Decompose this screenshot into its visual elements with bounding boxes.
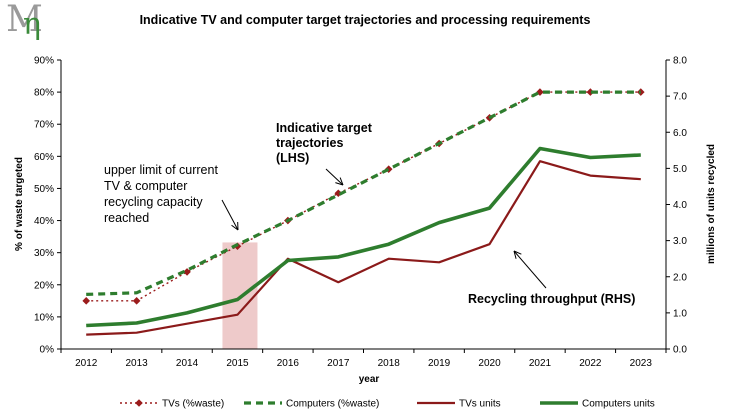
data-point-tvs-waste (183, 268, 191, 276)
x-tick-label: 2018 (378, 358, 401, 369)
annotation-capacity-arrow (221, 199, 239, 231)
y-tick-label: 0% (40, 345, 55, 356)
y-tick-label: 80% (34, 88, 54, 99)
data-point-tvs-waste (82, 297, 91, 305)
annotation-capacity: upper limit of current TV & computer recyc… (104, 163, 218, 225)
annotation-trajectories-arrow-head (335, 177, 344, 186)
legend-label-computers-waste: Computers (%waste) (286, 399, 379, 410)
y2-tick-label: 2.0 (673, 272, 687, 283)
y-tick-label: 10% (34, 312, 54, 323)
data-point-tvs-waste (586, 88, 595, 96)
annotation-trajectories: Indicative target trajectories (LHS) (276, 121, 373, 165)
annotation-throughput: Recycling throughput (RHS) (468, 292, 635, 306)
annotation-line: trajectories (276, 136, 343, 150)
series-layer (82, 88, 645, 336)
axes-layer: 0% 10% 20% 30% 40% 50% 60% 70% 80% 90% 0.0 1.0 2.0 3.… (34, 56, 687, 370)
annotations-layer: upper limit of current TV & computer recyc… (104, 121, 635, 306)
series-line-computers-waste (86, 90, 641, 296)
y2-axis-label: millions of units recycled (706, 144, 717, 264)
y-tick-label: 30% (34, 248, 54, 259)
x-tick-label: 2022 (579, 358, 602, 369)
x-tick-label: 2021 (529, 358, 552, 369)
data-point-tvs-waste (334, 189, 343, 198)
y-tick-label: 60% (34, 152, 54, 163)
y2-tick-label: 7.0 (673, 92, 687, 103)
logo-eta-glyph: η (23, 7, 41, 42)
y2-tick-label: 4.0 (673, 200, 687, 211)
x-tick-label: 2013 (126, 358, 149, 369)
data-point-tvs-waste (132, 297, 141, 305)
legend-marker-tvs-waste (135, 399, 143, 407)
logo-m-glyph: M (6, 0, 43, 40)
y2-tick-label: 3.0 (673, 236, 687, 247)
legend-label-tvs-waste: TVs (%waste) (162, 399, 224, 410)
annotation-line: upper limit of current (104, 163, 218, 177)
y-tick-label: 20% (34, 280, 54, 291)
x-tick-label: 2019 (428, 358, 451, 369)
annotation-line: reached (104, 211, 149, 225)
annotation-line: Recycling throughput (RHS) (468, 292, 635, 306)
logo: M η (6, 0, 44, 44)
x-tick-label: 2012 (75, 358, 98, 369)
y2-tick-label: 8.0 (673, 56, 687, 67)
x-tick-label: 2015 (226, 358, 249, 369)
y-axis-label: % of waste targeted (14, 157, 25, 251)
annotation-throughput-arrow (513, 250, 547, 289)
legend-label-tvs-units: TVs units (459, 399, 501, 410)
series-line-computers-units (86, 146, 641, 328)
series-line-tvs-units (86, 160, 641, 336)
annotation-line: recycling capacity (104, 195, 203, 209)
x-tick-label: 2014 (176, 358, 199, 369)
x-tick-label: 2023 (630, 358, 653, 369)
annotation-line: TV & computer (104, 179, 187, 193)
annotation-trajectories-arrow (325, 168, 344, 186)
x-tick-label: 2017 (327, 358, 350, 369)
legend: TVs (%waste) Computers (%waste) TVs units C… (120, 399, 655, 410)
y2-tick-label: 6.0 (673, 128, 687, 139)
y-tick-label: 70% (34, 120, 54, 131)
y2-tick-label: 1.0 (673, 308, 687, 319)
legend-label-computers-units: Computers units (582, 399, 655, 410)
data-point-tvs-waste (384, 165, 393, 173)
annotation-line: (LHS) (276, 151, 309, 165)
x-tick-label: 2016 (277, 358, 300, 369)
annotation-line: Indicative target (276, 121, 373, 135)
chart-title: Indicative TV and computer target trajec… (140, 13, 591, 27)
y2-tick-label: 5.0 (673, 164, 687, 175)
y-tick-label: 90% (34, 56, 54, 67)
x-axis-label: year (359, 374, 380, 385)
annotation-capacity-arrow-head (231, 221, 239, 231)
y-tick-label: 50% (34, 184, 54, 195)
x-tick-label: 2020 (478, 358, 501, 369)
annotation-throughput-arrow-head (513, 250, 522, 259)
y2-tick-label: 0.0 (673, 345, 687, 356)
y-tick-label: 40% (34, 216, 54, 227)
